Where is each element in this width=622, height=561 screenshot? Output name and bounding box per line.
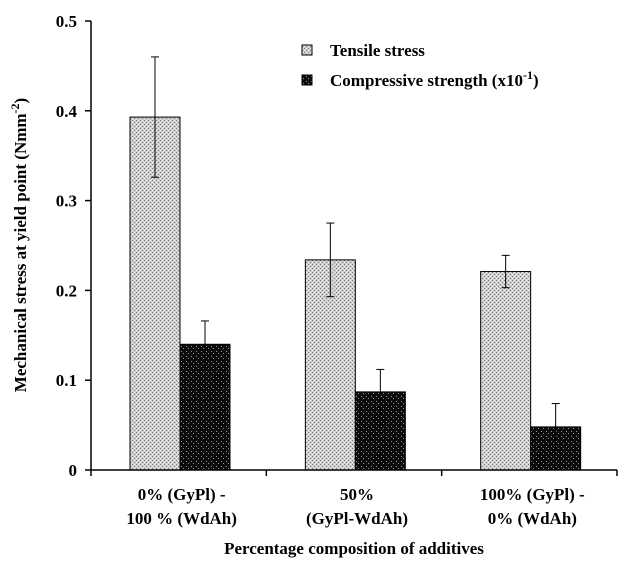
legend: Tensile stress Compressive strength (x10…: [301, 41, 539, 90]
legend-label-compressive: Compressive strength (x10-1): [330, 68, 539, 90]
x-ticks-group: [90, 470, 618, 476]
x-category-label-line2: (GyPl-WdAh): [306, 509, 408, 528]
y-axis-title: Mechanical stress at yield point (Nmm-2): [8, 98, 30, 392]
legend-item-compressive: Compressive strength (x10-1): [301, 68, 539, 90]
y-tick-label: 0.5: [56, 12, 77, 31]
legend-item-tensile: Tensile stress: [301, 41, 425, 60]
y-tick-label: 0: [69, 461, 78, 480]
x-category-label-line1: 50%: [340, 485, 374, 504]
y-tick-label: 0.1: [56, 371, 77, 390]
error-bars-group: [151, 56, 560, 451]
legend-label-tensile: Tensile stress: [330, 41, 425, 60]
y-tick-label: 0.3: [56, 192, 77, 211]
legend-swatch-tensile: [301, 44, 313, 56]
bar-tensile-stress: [480, 271, 532, 471]
y-tick-label: 0.4: [56, 102, 78, 121]
x-category-label-line1: 100% (GyPl) -: [480, 485, 585, 504]
x-category-label-line2: 100 % (WdAh): [126, 509, 237, 528]
y-ticks-group: 0 0.1 0.2 0.3 0.4 0.5: [56, 12, 91, 480]
x-category-label-line1: 0% (GyPl) -: [138, 485, 226, 504]
legend-swatch-compressive: [301, 74, 313, 86]
plot-area: 0 0.1 0.2 0.3 0.4 0.5: [56, 12, 618, 480]
x-axis-title: Percentage composition of additives: [224, 539, 484, 558]
bars-group: [129, 116, 582, 471]
x-category-label-line2: 0% (WdAh): [488, 509, 577, 528]
category-labels: 0% (GyPl) - 100 % (WdAh) 50% (GyPl-WdAh) 100…: [126, 485, 585, 528]
y-tick-label: 0.2: [56, 281, 77, 300]
